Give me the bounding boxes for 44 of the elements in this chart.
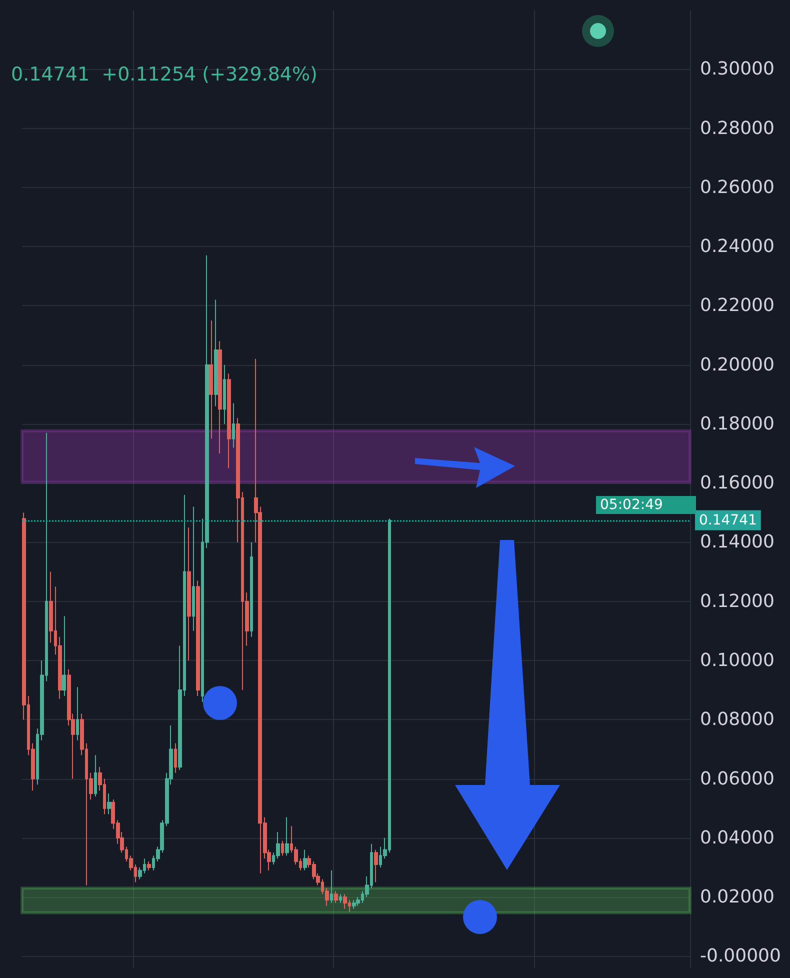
- candlestick: [330, 870, 333, 904]
- candlestick: [232, 402, 235, 448]
- candlestick: [147, 861, 151, 871]
- y-tick-label: 0.08000: [700, 709, 774, 730]
- candlestick: [107, 793, 111, 815]
- text: 0.14741 +0.11254 (+329.84%): [11, 64, 318, 86]
- candlestick: [94, 754, 97, 798]
- candlestick: [76, 686, 79, 741]
- candlestick: [209, 320, 213, 440]
- y-tick-label: -0.00000: [700, 946, 781, 967]
- y-tick-label: 0.24000: [700, 236, 774, 258]
- candlestick: [303, 849, 307, 871]
- candlestick: [374, 849, 378, 883]
- y-tick-label: 0.20000: [700, 354, 774, 376]
- y-tick-label: 0.30000: [700, 58, 774, 80]
- candlestick: [250, 542, 253, 638]
- candlestick: [218, 340, 222, 454]
- y-tick-label: 0.04000: [700, 827, 774, 848]
- candlestick: [187, 526, 191, 661]
- candlestick: [192, 506, 195, 632]
- y-tick-label: 0.12000: [700, 590, 774, 612]
- candlestick: [334, 890, 338, 904]
- candlestick: [339, 894, 342, 904]
- candlestick: [214, 299, 218, 407]
- y-tick-label: 0.10000: [700, 650, 774, 671]
- y-tick-label: 0.18000: [700, 413, 774, 434]
- y-tick-label: 0.06000: [700, 768, 774, 790]
- y-tick-label: 0.22000: [700, 295, 774, 316]
- candlestick: [285, 816, 289, 856]
- y-tick-label: 0.14000: [700, 532, 774, 553]
- y-tick-label: 0.02000: [700, 886, 774, 908]
- annotation: 05:02:49: [596, 496, 696, 514]
- candlestick: [223, 364, 226, 424]
- candlestick: [196, 580, 200, 696]
- candlestick: [343, 894, 347, 910]
- y-tick-label: 0.16000: [700, 472, 774, 494]
- ref-line-label: 0.14741: [699, 512, 757, 528]
- candlestick: [227, 373, 231, 469]
- candlestick: [174, 742, 177, 774]
- candlestick: [281, 840, 284, 856]
- y-tick-label: 0.26000: [700, 176, 774, 198]
- candlestick: [62, 616, 66, 696]
- y-tick-label: 0.28000: [700, 118, 774, 139]
- candlestick: [352, 899, 356, 910]
